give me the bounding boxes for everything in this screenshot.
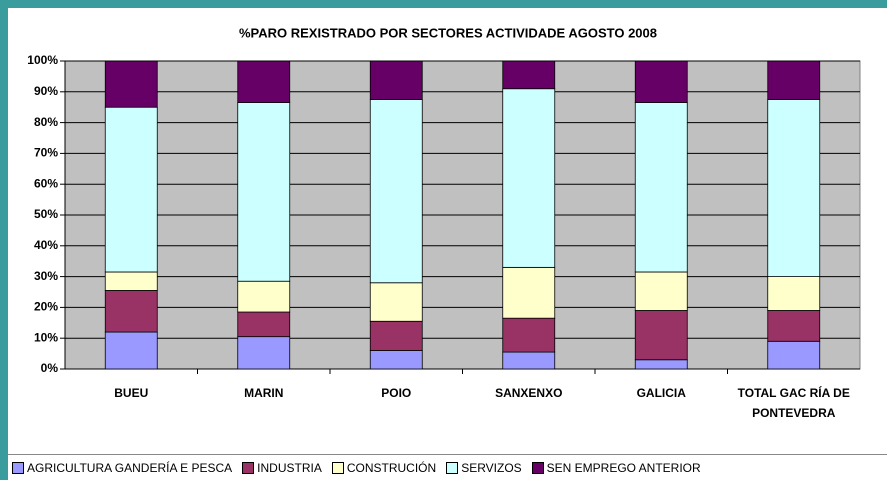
bar-segment xyxy=(237,102,291,282)
bar-segment xyxy=(634,310,688,361)
legend-item: SERVIZOS xyxy=(446,461,522,475)
bar-segment xyxy=(634,359,688,370)
bar-segment xyxy=(237,60,291,103)
bar-segment xyxy=(369,320,423,351)
legend-swatch xyxy=(446,462,459,474)
y-tick-label: 40% xyxy=(34,238,58,252)
y-tick-label: 70% xyxy=(34,146,58,160)
chart-frame: %PARO REXISTRADO POR SECTORES ACTIVIDADE… xyxy=(8,8,887,480)
bar-segment xyxy=(502,88,556,268)
bar-segment xyxy=(767,340,821,370)
chart-title: %PARO REXISTRADO POR SECTORES ACTIVIDADE… xyxy=(239,25,657,40)
y-tick-label: 30% xyxy=(34,269,58,283)
bar-segment xyxy=(502,351,556,370)
x-tick-label: MARIN xyxy=(244,386,284,400)
legend-swatch xyxy=(331,462,344,474)
bar-segment xyxy=(502,317,556,353)
bar-segment xyxy=(104,290,158,333)
bar-segment xyxy=(104,271,158,291)
bar-segment xyxy=(502,266,556,319)
bar-segment xyxy=(369,350,423,370)
legend-label: SEN EMPREGO ANTERIOR xyxy=(546,461,701,475)
bar-segment xyxy=(237,311,291,338)
bar-segment xyxy=(237,336,291,370)
bar-segment xyxy=(767,310,821,342)
y-tick-label: 60% xyxy=(34,176,58,190)
x-tick-label: POIO xyxy=(381,386,412,400)
bar-segment xyxy=(767,99,821,278)
legend: AGRICULTURA GANDERÍA E PESCA INDUSTRIA CON… xyxy=(8,454,887,480)
bar-segment xyxy=(237,280,291,313)
bar-segment xyxy=(104,60,158,108)
legend-swatch xyxy=(12,462,24,474)
legend-label: SERVIZOS xyxy=(461,461,522,475)
x-tick-label: BUEU xyxy=(114,386,149,400)
bar-segment xyxy=(634,271,688,311)
legend-item: CONSTRUCIÓN xyxy=(331,461,437,475)
y-tick-label: 10% xyxy=(34,330,58,344)
x-tick-label: GALICIA xyxy=(636,386,686,400)
x-tick-label: SANXENXO xyxy=(495,386,563,400)
y-tick-label: 100% xyxy=(27,53,58,67)
bar-segment xyxy=(502,60,556,90)
bar-segment xyxy=(634,60,688,103)
legend-swatch xyxy=(531,462,544,474)
bar-segment xyxy=(369,99,423,284)
bar-segment xyxy=(767,276,821,311)
legend-item: SEN EMPREGO ANTERIOR xyxy=(531,461,701,475)
x-tick-label: TOTAL GAC RÍA DE PONTEVEDRA xyxy=(737,386,850,420)
bar-segment xyxy=(369,60,423,100)
y-tick-label: 90% xyxy=(34,84,58,98)
y-tick-label: 80% xyxy=(34,115,58,129)
legend-item: AGRICULTURA GANDERÍA E PESCA xyxy=(12,461,232,475)
legend-label: AGRICULTURA GANDERÍA E PESCA xyxy=(27,461,233,475)
chart: %PARO REXISTRADO POR SECTORES ACTIVIDADE… xyxy=(27,25,861,375)
y-tick-label: 0% xyxy=(41,361,59,375)
legend-label: CONSTRUCIÓN xyxy=(346,461,437,475)
bar-segment xyxy=(369,282,423,322)
legend-label: INDUSTRIA xyxy=(257,461,322,475)
legend-item: INDUSTRIA xyxy=(242,461,322,475)
y-tick-label: 20% xyxy=(34,300,58,314)
bar-segment xyxy=(767,60,821,100)
bar-segment xyxy=(104,331,158,370)
y-tick-label: 50% xyxy=(34,207,58,221)
bar-segment xyxy=(104,106,158,273)
legend-swatch xyxy=(242,462,255,474)
bar-segment xyxy=(634,102,688,273)
